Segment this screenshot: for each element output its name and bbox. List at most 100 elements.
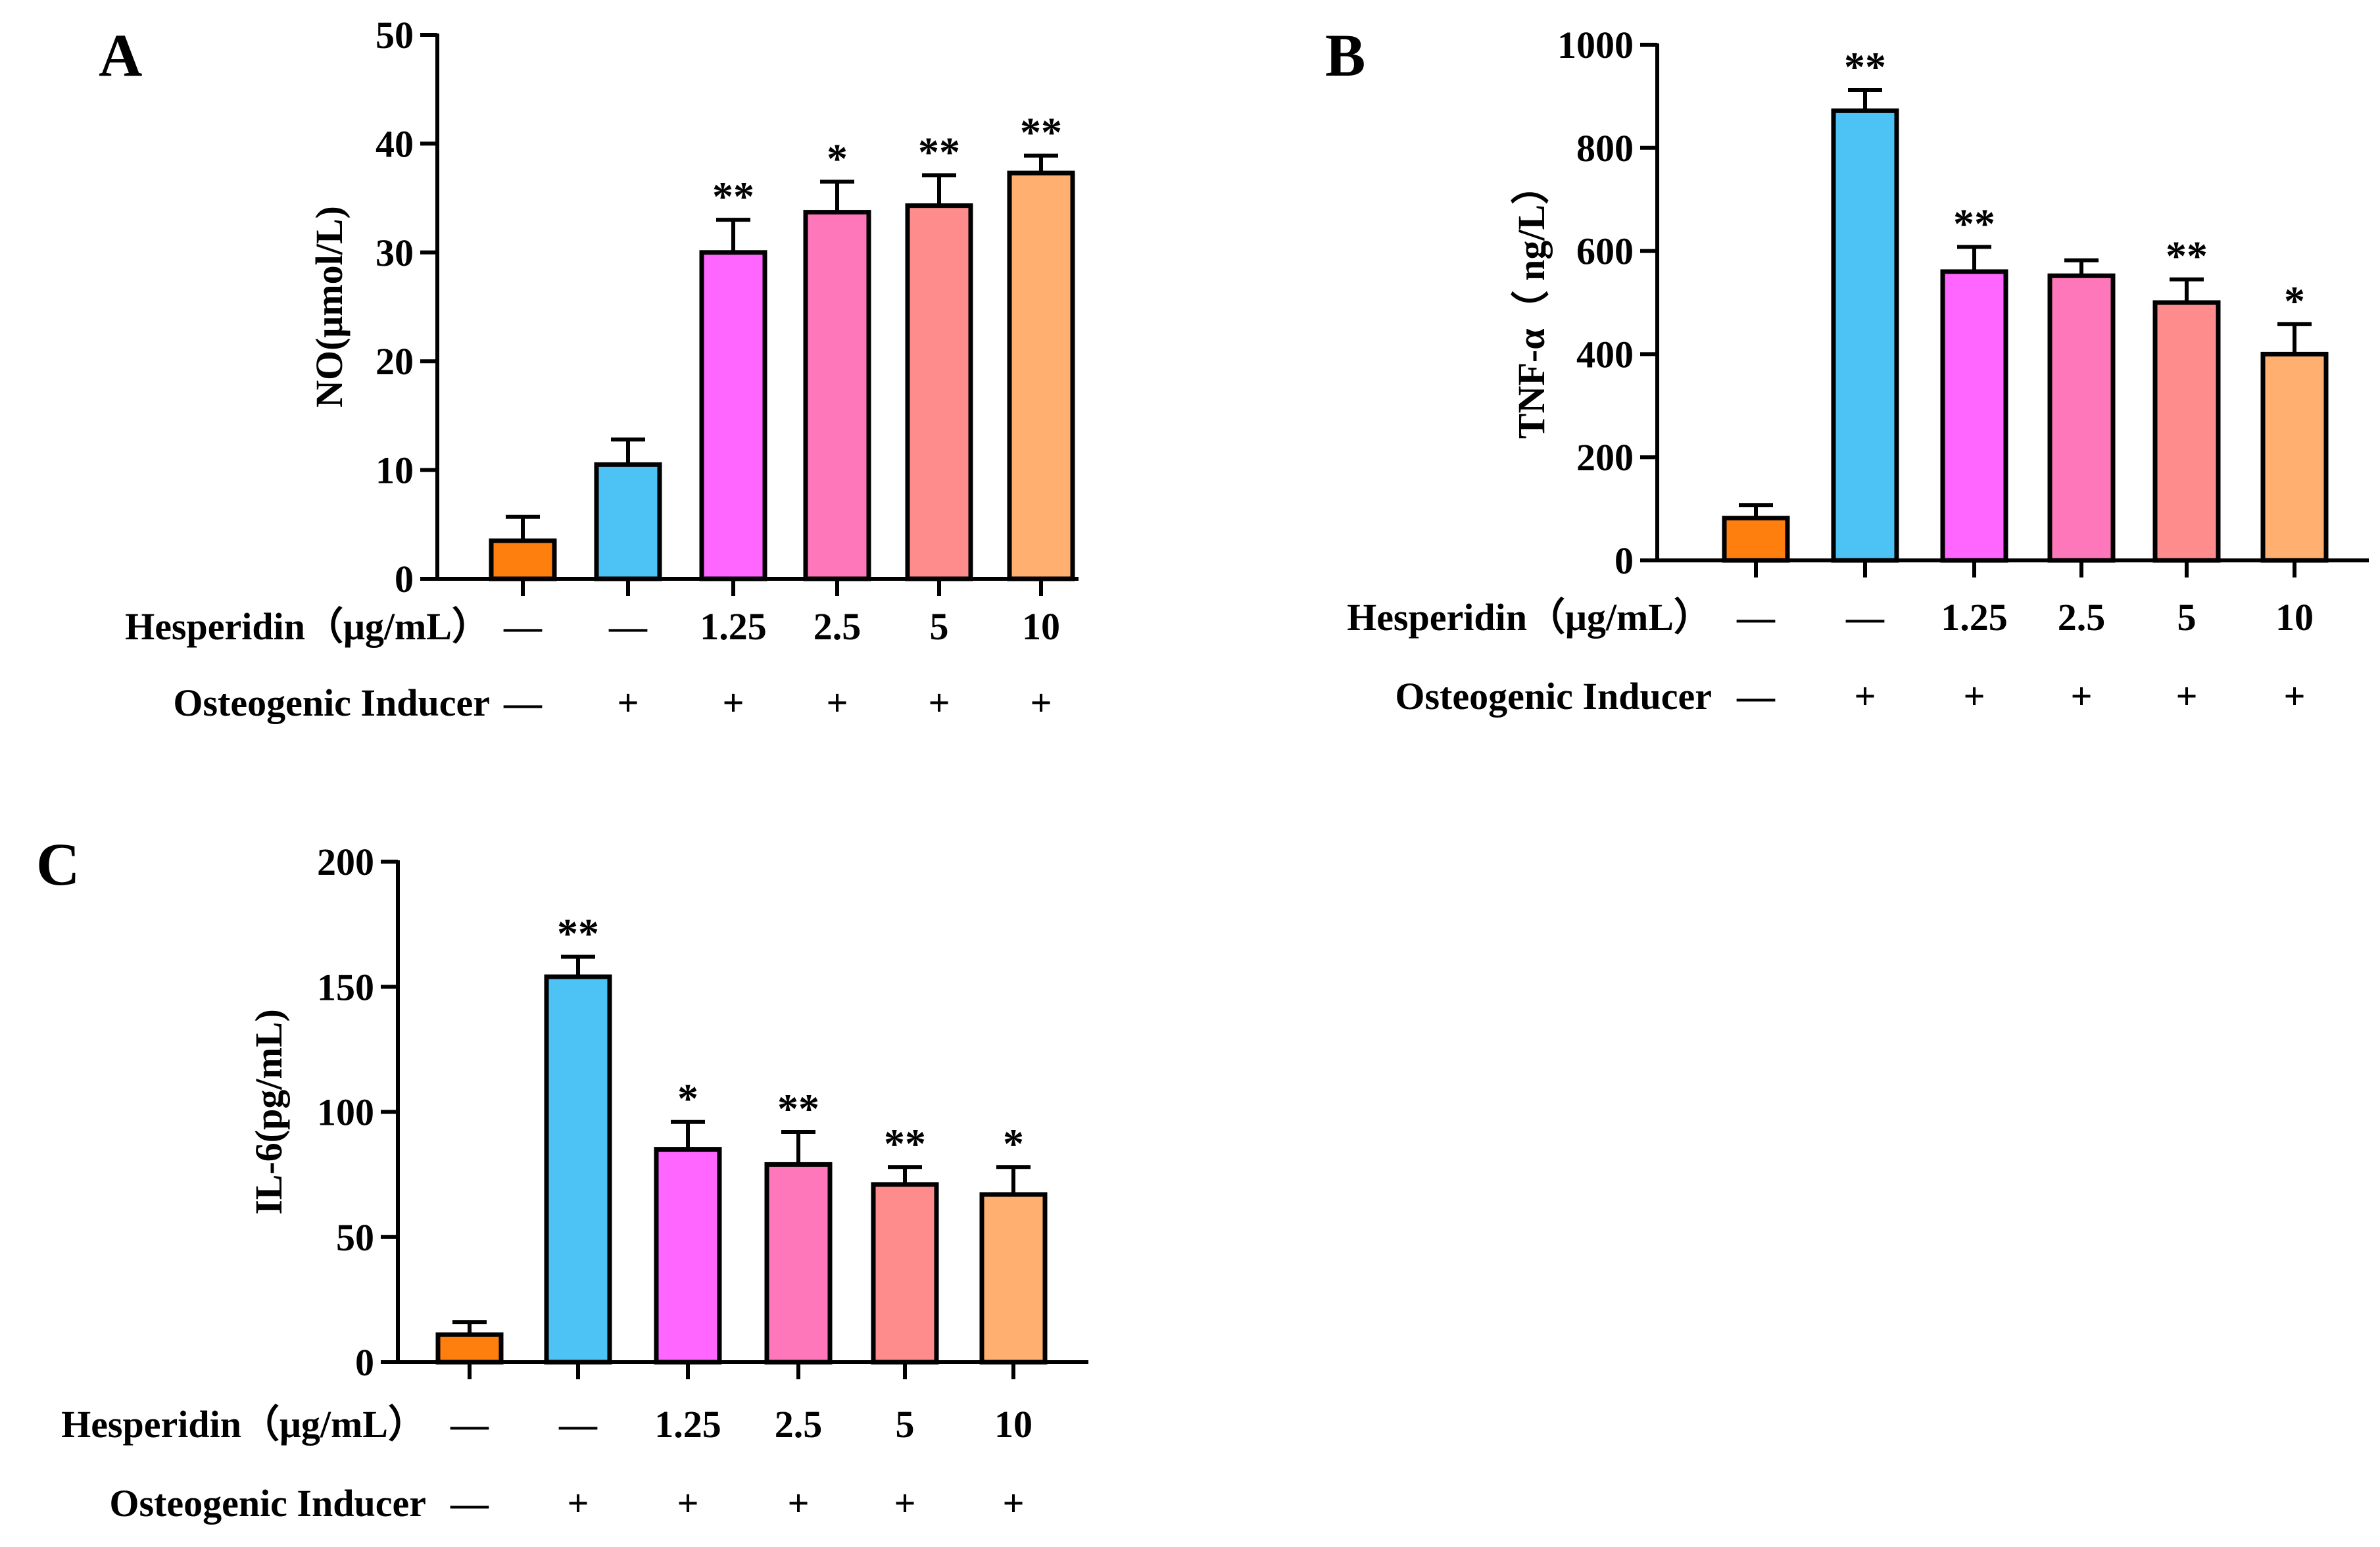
bar — [594, 462, 662, 581]
y-tick-label: 20 — [376, 340, 414, 383]
significance-label: ** — [918, 128, 960, 175]
bar — [764, 1162, 833, 1365]
table-cell: + — [722, 681, 744, 724]
table-row-label: Osteogenic Inducer — [1395, 675, 1712, 718]
table-cell: — — [558, 1403, 598, 1446]
table-cell: 10 — [1022, 605, 1060, 648]
table-cell: + — [617, 681, 639, 724]
significance-label: ** — [1020, 109, 1062, 156]
y-tick-label: 600 — [1576, 230, 1634, 273]
y-tick-label: 200 — [1576, 436, 1634, 479]
significance-label: ** — [2166, 233, 2208, 280]
table-cell: — — [450, 1403, 489, 1446]
table-cell: 1.25 — [700, 605, 767, 648]
y-tick-label: 0 — [1615, 539, 1634, 582]
table-row-label: Osteogenic Inducer — [109, 1482, 426, 1525]
significance-label: ** — [884, 1120, 926, 1167]
table-row-label: Hesperidin（μg/mL） — [1347, 596, 1712, 639]
bar — [905, 203, 973, 581]
table-cell: + — [787, 1482, 809, 1525]
y-tick-label: 40 — [376, 122, 414, 165]
bar — [1722, 516, 1790, 563]
significance-label: ** — [1844, 43, 1886, 90]
bar — [654, 1147, 722, 1365]
table-cell: + — [2283, 675, 2305, 718]
table-cell: + — [1002, 1482, 1024, 1525]
bar — [1007, 170, 1075, 581]
y-axis-label: NO(μmol/L) — [308, 206, 351, 408]
y-tick-label: 10 — [376, 449, 414, 492]
y-tick-label: 0 — [355, 1341, 374, 1384]
significance-label: * — [677, 1075, 698, 1122]
y-tick-label: 100 — [317, 1091, 374, 1134]
bar — [2152, 300, 2221, 563]
table-cell: + — [894, 1482, 915, 1525]
table-cell: 10 — [2275, 596, 2314, 639]
panel-letter: B — [1325, 22, 1365, 89]
bar — [2260, 351, 2329, 563]
bar — [1831, 108, 1899, 563]
significance-label: * — [827, 135, 848, 182]
table-cell: 2.5 — [814, 605, 862, 648]
table-cell: — — [503, 681, 543, 724]
y-tick-label: 1000 — [1557, 24, 1634, 66]
table-row-label: Hesperidin（μg/mL） — [125, 605, 490, 648]
table-cell: + — [1963, 675, 1985, 718]
table-cell: + — [677, 1482, 698, 1525]
table-cell: — — [450, 1482, 489, 1525]
table-cell: 1.25 — [654, 1403, 721, 1446]
y-tick-label: 0 — [395, 558, 414, 601]
table-cell: + — [567, 1482, 589, 1525]
significance-label: * — [2284, 278, 2305, 324]
table-cell: — — [1736, 675, 1776, 718]
table-cell: + — [2070, 675, 2092, 718]
table-cell: 5 — [930, 605, 949, 648]
y-tick-label: 400 — [1576, 333, 1634, 376]
table-cell: — — [503, 605, 543, 648]
table-cell: 1.25 — [1941, 596, 2008, 639]
table-cell: — — [1845, 596, 1885, 639]
y-tick-label: 200 — [317, 841, 374, 883]
y-tick-label: 150 — [317, 966, 374, 1008]
table-cell: 2.5 — [775, 1403, 823, 1446]
bar — [871, 1182, 939, 1365]
bar — [435, 1332, 504, 1365]
table-cell: + — [1030, 681, 1052, 724]
significance-label: * — [1003, 1120, 1024, 1167]
panel-letter: C — [36, 831, 80, 898]
table-row-label: Osteogenic Inducer — [173, 681, 490, 724]
bar — [2047, 273, 2116, 563]
table-cell: — — [1736, 596, 1776, 639]
table-cell: + — [928, 681, 950, 724]
y-tick-label: 50 — [336, 1216, 374, 1259]
significance-label: ** — [712, 173, 754, 220]
bar — [489, 538, 557, 581]
table-cell: 10 — [994, 1403, 1032, 1446]
y-axis-label: IL-6(pg/mL) — [247, 1009, 290, 1215]
table-cell: 2.5 — [2058, 596, 2106, 639]
significance-label: ** — [1953, 200, 1995, 247]
y-tick-label: 30 — [376, 232, 414, 274]
table-cell: 5 — [896, 1403, 915, 1446]
table-cell: — — [608, 605, 648, 648]
significance-label: ** — [557, 910, 599, 957]
panel-letter: A — [99, 22, 142, 89]
bar — [1940, 269, 2008, 563]
table-cell: + — [1854, 675, 1876, 718]
table-cell: + — [2175, 675, 2197, 718]
y-tick-label: 50 — [376, 14, 414, 57]
bar — [699, 250, 767, 581]
significance-label: ** — [777, 1085, 819, 1132]
bar — [803, 210, 871, 581]
y-tick-label: 800 — [1576, 127, 1634, 170]
y-axis-label: TNF-α（ ng/L） — [1510, 166, 1553, 439]
bar — [544, 974, 612, 1365]
table-cell: 5 — [2177, 596, 2197, 639]
bar — [979, 1192, 1048, 1365]
table-cell: + — [826, 681, 848, 724]
table-row-label: Hesperidin（μg/mL） — [61, 1403, 426, 1446]
